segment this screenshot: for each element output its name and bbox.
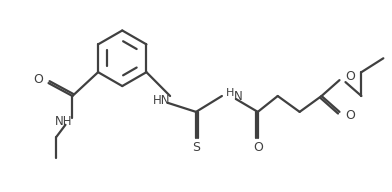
Text: NH: NH (55, 115, 72, 128)
Text: O: O (34, 73, 44, 86)
Text: HN: HN (153, 94, 171, 108)
Text: H: H (226, 88, 234, 98)
Text: S: S (192, 141, 200, 154)
Text: O: O (253, 141, 263, 154)
Text: N: N (234, 90, 242, 103)
Text: O: O (345, 109, 355, 122)
Text: O: O (345, 70, 355, 83)
